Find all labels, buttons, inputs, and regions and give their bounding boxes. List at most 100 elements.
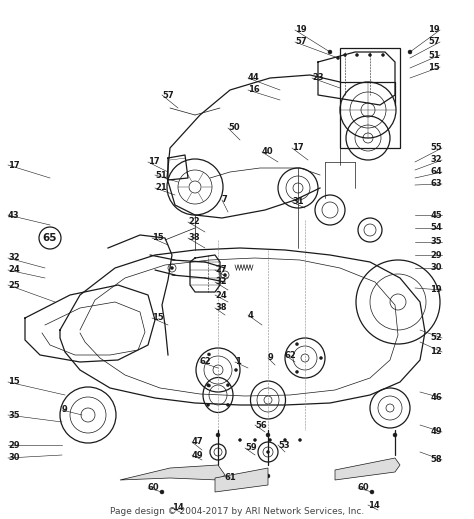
Text: 55: 55 <box>430 143 442 153</box>
Text: 35: 35 <box>8 411 19 419</box>
Text: 17: 17 <box>8 160 19 170</box>
Text: 19: 19 <box>295 25 307 34</box>
Text: 14: 14 <box>368 500 380 510</box>
Text: 60: 60 <box>148 484 160 493</box>
Text: 57: 57 <box>295 37 307 47</box>
Circle shape <box>295 371 299 373</box>
Text: 49: 49 <box>192 450 204 459</box>
Text: 32: 32 <box>8 253 19 263</box>
Text: 23: 23 <box>312 74 324 83</box>
Text: 31: 31 <box>292 198 304 207</box>
Text: 53: 53 <box>278 441 290 449</box>
Text: 19: 19 <box>428 25 440 34</box>
Text: 62: 62 <box>200 358 212 366</box>
Text: 63: 63 <box>430 180 442 188</box>
Text: 64: 64 <box>430 168 442 176</box>
Text: 32: 32 <box>215 278 227 286</box>
Text: 62: 62 <box>285 350 297 360</box>
Text: Page design © 2004-2017 by ARI Network Services, Inc.: Page design © 2004-2017 by ARI Network S… <box>110 507 364 515</box>
Circle shape <box>224 274 227 277</box>
Text: 7: 7 <box>222 196 228 204</box>
Text: 9: 9 <box>62 405 68 415</box>
Text: 49: 49 <box>430 428 442 436</box>
Text: 35: 35 <box>430 238 442 247</box>
Text: 17: 17 <box>292 143 304 153</box>
Circle shape <box>299 439 301 442</box>
Text: 51: 51 <box>428 50 440 60</box>
Circle shape <box>227 403 229 406</box>
Text: 51: 51 <box>155 171 167 180</box>
Circle shape <box>266 450 270 454</box>
Text: 52: 52 <box>430 334 442 343</box>
Circle shape <box>393 433 397 437</box>
Text: 59: 59 <box>245 444 256 453</box>
Circle shape <box>268 439 272 442</box>
Circle shape <box>283 439 286 442</box>
Text: 44: 44 <box>248 74 260 83</box>
Text: 47: 47 <box>192 438 204 446</box>
Circle shape <box>216 470 220 474</box>
Text: 56: 56 <box>255 420 267 430</box>
Text: 60: 60 <box>358 484 370 493</box>
Text: 30: 30 <box>8 454 19 462</box>
Text: 29: 29 <box>8 441 19 449</box>
Text: 40: 40 <box>262 147 273 157</box>
Text: 12: 12 <box>430 348 442 357</box>
Text: 15: 15 <box>428 62 440 72</box>
Text: 4: 4 <box>248 310 254 320</box>
Circle shape <box>216 433 220 437</box>
Circle shape <box>254 439 256 442</box>
Text: 50: 50 <box>228 124 240 132</box>
Text: 15: 15 <box>152 234 164 242</box>
Circle shape <box>235 368 237 372</box>
Polygon shape <box>335 458 400 480</box>
Circle shape <box>207 384 210 387</box>
Text: 1: 1 <box>235 358 241 366</box>
Text: 54: 54 <box>430 224 442 233</box>
Text: 21: 21 <box>155 184 167 193</box>
Circle shape <box>408 50 412 54</box>
Circle shape <box>208 384 210 387</box>
Text: 22: 22 <box>188 217 200 226</box>
Circle shape <box>266 433 270 437</box>
Circle shape <box>356 53 358 57</box>
Circle shape <box>207 403 210 406</box>
Text: 15: 15 <box>152 313 164 322</box>
Text: 38: 38 <box>188 234 200 242</box>
Text: 19: 19 <box>430 285 442 294</box>
Circle shape <box>238 439 241 442</box>
Text: 16: 16 <box>248 86 260 94</box>
Text: 30: 30 <box>430 264 442 272</box>
Text: 61: 61 <box>225 473 237 483</box>
Text: 15: 15 <box>8 377 20 387</box>
Circle shape <box>368 53 372 57</box>
Circle shape <box>382 53 384 57</box>
Text: 9: 9 <box>268 353 274 362</box>
Text: 24: 24 <box>215 291 227 299</box>
Text: 46: 46 <box>430 393 442 403</box>
Circle shape <box>319 357 322 360</box>
Text: 58: 58 <box>430 456 442 465</box>
Circle shape <box>295 343 299 346</box>
Circle shape <box>337 57 339 60</box>
Text: 38: 38 <box>215 304 227 312</box>
Text: 65: 65 <box>43 233 57 243</box>
Circle shape <box>393 462 397 466</box>
Text: 25: 25 <box>8 280 20 290</box>
Circle shape <box>328 50 332 54</box>
Circle shape <box>208 353 210 356</box>
Text: 17: 17 <box>148 157 160 167</box>
Text: 57: 57 <box>428 37 440 47</box>
Text: 29: 29 <box>430 251 442 260</box>
Text: 43: 43 <box>8 211 19 220</box>
Text: 24: 24 <box>8 266 20 275</box>
Text: 14: 14 <box>172 503 184 512</box>
Text: 27: 27 <box>215 266 227 275</box>
Circle shape <box>370 490 374 494</box>
Circle shape <box>227 384 229 387</box>
Circle shape <box>171 266 173 269</box>
Circle shape <box>344 53 346 57</box>
Text: 32: 32 <box>430 156 442 165</box>
Polygon shape <box>215 468 268 492</box>
Text: 57: 57 <box>162 90 173 100</box>
